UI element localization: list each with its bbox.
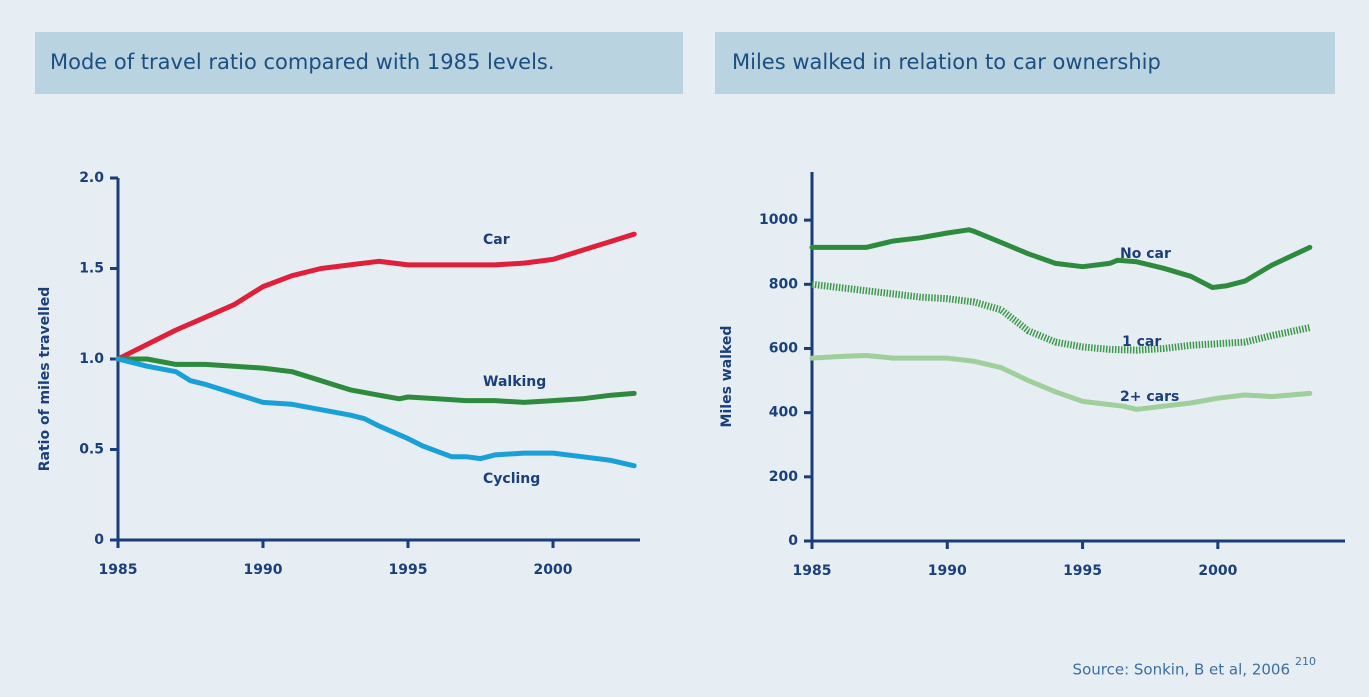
y-tick-label: 0 <box>788 533 798 549</box>
chart-title: Miles walked in relation to car ownershi… <box>732 50 1161 74</box>
series-line <box>115 356 637 469</box>
x-tick-label: 2000 <box>1198 563 1237 579</box>
y-tick-label: 400 <box>769 405 798 421</box>
x-tick-label: 2000 <box>534 562 573 578</box>
series-label: Walking <box>483 374 546 390</box>
title-bar <box>715 32 1335 94</box>
series-line <box>115 356 637 405</box>
x-tick-label: 1990 <box>928 563 967 579</box>
y-tick-label: 1.0 <box>79 351 104 367</box>
y-tick-label: 2.0 <box>79 170 104 186</box>
y-tick-label: 600 <box>769 340 798 356</box>
y-axis-label: Miles walked <box>719 326 735 428</box>
source: Source: Sonkin, B et al, 2006 <box>1073 661 1290 679</box>
series-line <box>809 353 1313 412</box>
title-bar <box>35 32 683 94</box>
series-label: No car <box>1120 246 1171 262</box>
y-tick-label: 200 <box>769 469 798 485</box>
x-tick-label: 1985 <box>793 563 832 579</box>
x-tick-label: 1995 <box>389 562 428 578</box>
y-tick-label: 1000 <box>759 212 798 228</box>
y-axis-label: Ratio of miles travelled <box>37 287 53 471</box>
series-line <box>809 227 1313 290</box>
y-tick-label: 0 <box>94 532 104 548</box>
y-tick-label: 0.5 <box>79 442 104 458</box>
series-label: 2+ cars <box>1120 389 1179 405</box>
x-tick-label: 1990 <box>244 562 283 578</box>
chart-title: Mode of travel ratio compared with 1985 … <box>50 50 555 74</box>
x-tick-label: 1985 <box>99 562 138 578</box>
series-label: Car <box>483 232 510 248</box>
series-line <box>811 280 1311 354</box>
series-label: 1 car <box>1122 334 1161 350</box>
x-tick-label: 1995 <box>1063 563 1102 579</box>
series-label: Cycling <box>483 471 540 487</box>
source-ref: 210 <box>1295 655 1316 668</box>
y-tick-label: 800 <box>769 276 798 292</box>
y-tick-label: 1.5 <box>79 261 104 277</box>
series-line <box>115 231 637 362</box>
